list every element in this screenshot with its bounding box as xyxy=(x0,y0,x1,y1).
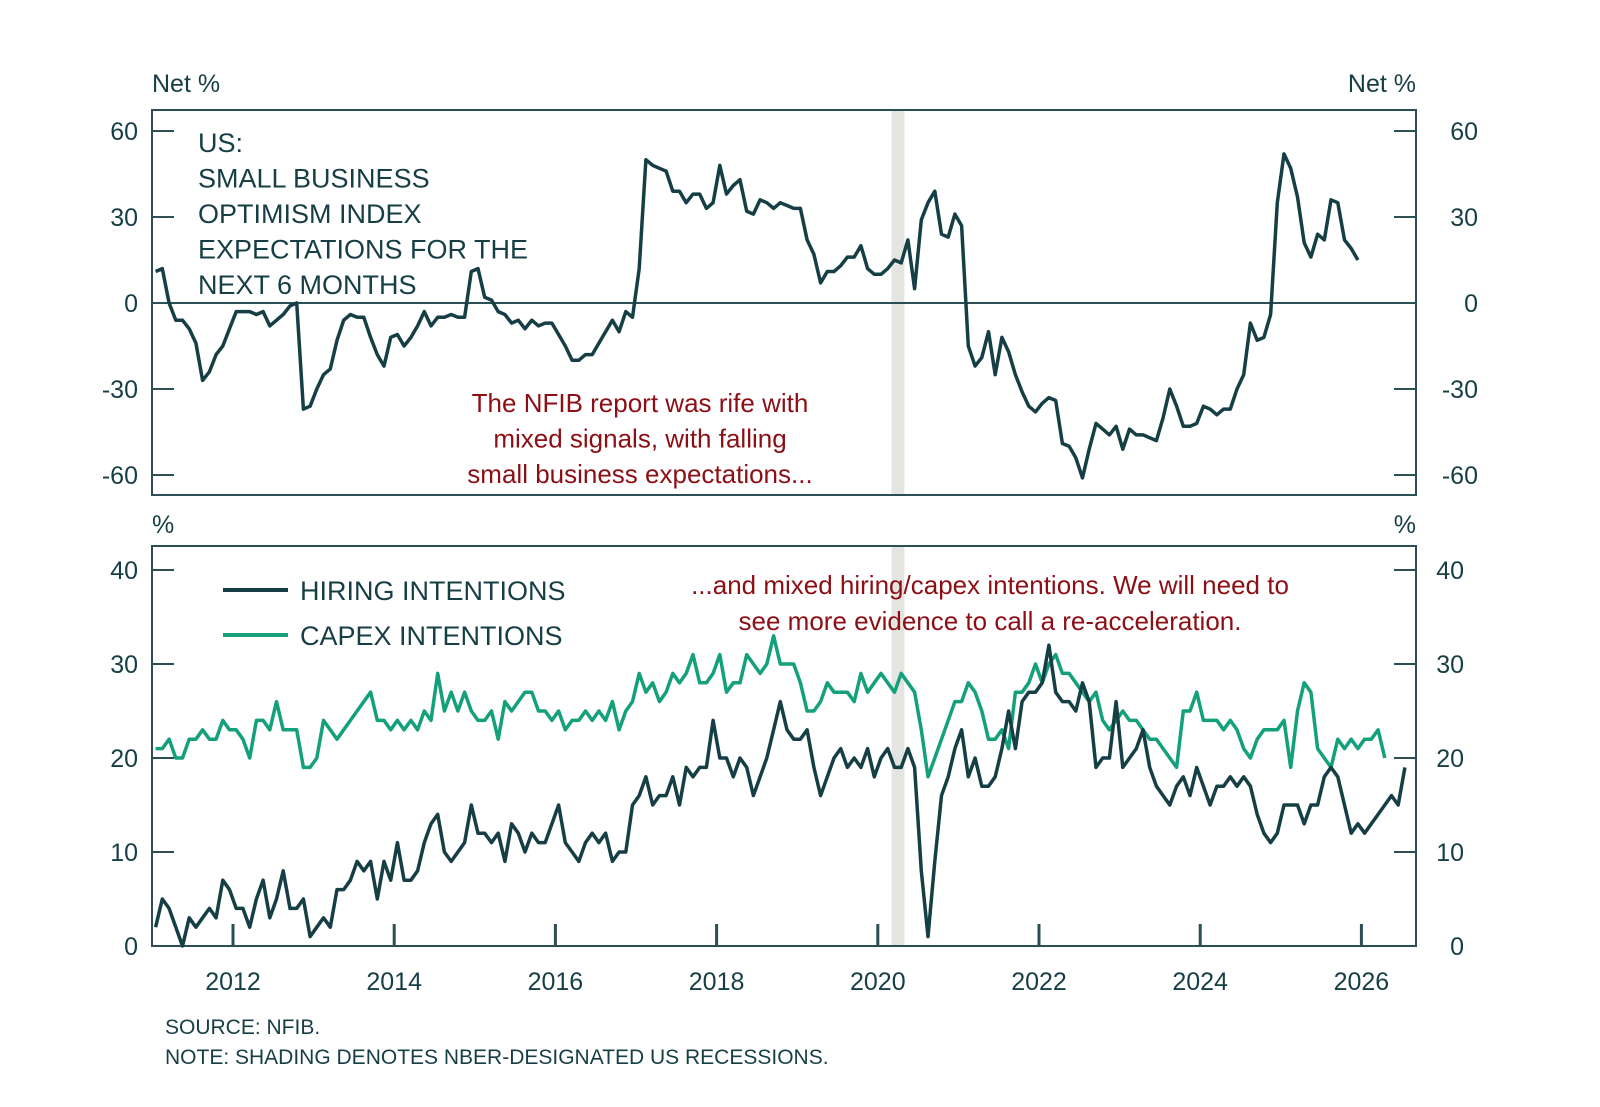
series-line-capex xyxy=(155,634,1387,779)
annotation-line: see more evidence to call a re-accelerat… xyxy=(739,606,1242,636)
y-tick-label-right: 10 xyxy=(1436,839,1464,867)
shading-note: NOTE: SHADING DENOTES NBER-DESIGNATED US… xyxy=(165,1046,829,1069)
y-tick-label-right: 20 xyxy=(1436,745,1464,773)
series-line-expectations xyxy=(154,152,1360,480)
x-tick-label: 2018 xyxy=(689,968,745,996)
x-tick-label: 2026 xyxy=(1334,968,1390,996)
x-tick-label: 2014 xyxy=(366,968,422,996)
y-tick-label-right: 0 xyxy=(1464,290,1478,318)
y-tick-label-right: 30 xyxy=(1450,204,1478,232)
top-y-ticks: 60 60 30 30 0 0 -30 -30 -60 -60 xyxy=(102,118,1478,490)
annotation-line: mixed signals, with falling xyxy=(493,424,786,454)
legend: HIRING INTENTIONS CAPEX INTENTIONS xyxy=(223,576,566,651)
y-tick-label-left: 0 xyxy=(124,290,138,318)
legend-label-hiring: HIRING INTENTIONS xyxy=(300,576,566,606)
x-axis-ticks: 2012 2014 2016 2018 2020 2022 2024 2026 xyxy=(205,924,1389,996)
bottom-panel-frame xyxy=(151,545,1417,947)
annotation-line: small business expectations... xyxy=(467,459,812,489)
y-tick-label-left: 10 xyxy=(110,839,138,867)
y-tick-label-left: 20 xyxy=(110,745,138,773)
chart-title-line: EXPECTATIONS FOR THE xyxy=(198,235,528,265)
top-series-group xyxy=(154,152,1360,480)
series-line-hiring xyxy=(153,643,1407,948)
y-tick-label-right: 0 xyxy=(1450,933,1464,961)
source-note: SOURCE: NFIB. xyxy=(165,1016,320,1039)
chart-title-line: SMALL BUSINESS xyxy=(198,164,430,194)
chart-title-line: OPTIMISM INDEX xyxy=(198,199,422,229)
bottom-series-group xyxy=(153,634,1407,948)
y-tick-label-left: 40 xyxy=(110,557,138,585)
y-tick-label-left: -30 xyxy=(102,376,138,404)
y-tick-label-right: 60 xyxy=(1450,118,1478,146)
y-tick-label-right: 30 xyxy=(1436,651,1464,679)
y-tick-label-left: 30 xyxy=(110,204,138,232)
y-tick-label-left: 30 xyxy=(110,651,138,679)
x-tick-label: 2016 xyxy=(528,968,584,996)
recession-shading-bottom xyxy=(891,546,905,946)
top-panel: 60 60 30 30 0 0 -30 -30 -60 -60 Net % Net % US: SM… xyxy=(102,70,1478,496)
y-tick-label-left: -60 xyxy=(102,462,138,490)
legend-label-capex: CAPEX INTENTIONS xyxy=(300,621,563,651)
y-axis-unit-right-bottom: % xyxy=(1394,511,1416,539)
y-tick-label-right: -60 xyxy=(1442,462,1478,490)
chart-title-line: US: xyxy=(198,128,243,158)
chart-title-line: NEXT 6 MONTHS xyxy=(198,270,417,300)
annotation-top: The NFIB report was rife with mixed signa… xyxy=(467,388,812,489)
annotation-line: The NFIB report was rife with xyxy=(472,388,809,418)
y-axis-unit-right-top: Net % xyxy=(1348,70,1416,98)
y-tick-label-right: -30 xyxy=(1442,376,1478,404)
x-tick-label: 2020 xyxy=(850,968,906,996)
x-tick-label: 2022 xyxy=(1011,968,1067,996)
y-tick-label-left: 0 xyxy=(124,933,138,961)
x-tick-label: 2024 xyxy=(1172,968,1228,996)
y-tick-label-right: 40 xyxy=(1436,557,1464,585)
y-tick-label-left: 60 xyxy=(110,118,138,146)
annotation-bottom: ...and mixed hiring/capex intentions. We… xyxy=(691,570,1289,636)
y-axis-unit-left-bottom: % xyxy=(152,511,174,539)
bottom-y-ticks: 40 40 30 30 20 20 10 10 0 0 xyxy=(110,557,1464,961)
chart-title: US: SMALL BUSINESS OPTIMISM INDEX EXPECTATI… xyxy=(198,128,528,300)
y-axis-unit-left-top: Net % xyxy=(152,70,220,98)
annotation-line: ...and mixed hiring/capex intentions. We… xyxy=(691,570,1289,600)
x-tick-label: 2012 xyxy=(205,968,261,996)
